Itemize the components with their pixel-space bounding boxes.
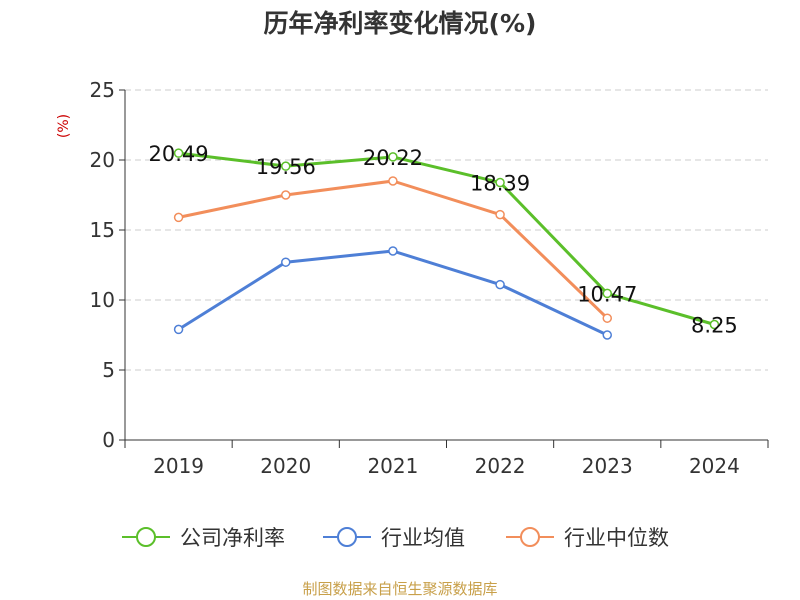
x-tick-label: 2021 (367, 454, 418, 478)
data-point (602, 288, 612, 299)
x-tick-label: 2024 (689, 454, 740, 478)
data-point (281, 161, 291, 171)
data-point (173, 212, 184, 223)
legend-label: 行业均值 (381, 526, 465, 550)
data-point (173, 324, 184, 335)
y-tick-label: 0 (102, 428, 115, 452)
y-tick-label: 25 (90, 78, 115, 102)
data-label: 8.25 (691, 314, 738, 338)
y-tick-label: 5 (102, 358, 115, 382)
data-label: 20.22 (363, 146, 423, 170)
data-point (281, 190, 291, 200)
data-source-note: 制图数据来自恒生聚源数据库 (302, 580, 498, 598)
data-label: 10.47 (577, 282, 637, 306)
data-label: 19.56 (256, 155, 316, 179)
data-point (495, 279, 505, 290)
x-tick-label: 2019 (153, 454, 204, 478)
data-point (173, 148, 184, 158)
chart-title: 历年净利率变化情况(%) (263, 9, 537, 38)
y-axis-label: (%) (56, 114, 72, 138)
series-line-2 (177, 249, 608, 337)
data-point (388, 176, 398, 186)
legend-marker (337, 527, 357, 547)
data-point (602, 313, 612, 323)
data-point (709, 319, 720, 330)
data-point (495, 177, 505, 188)
data-label: 18.39 (470, 172, 530, 196)
y-tick-label: 20 (90, 148, 115, 172)
x-tick-label: 2022 (475, 454, 526, 478)
legend-marker (136, 527, 156, 547)
legend-label: 公司净利率 (180, 526, 285, 550)
data-point (388, 246, 398, 256)
data-point (602, 330, 612, 340)
data-point (281, 257, 291, 267)
x-tick-label: 2023 (582, 454, 633, 478)
y-tick-label: 10 (90, 288, 115, 312)
x-tick-label: 2020 (260, 454, 311, 478)
series-line-1 (178, 151, 715, 326)
data-label: 20.49 (149, 142, 209, 166)
y-tick-label: 15 (90, 218, 115, 242)
legend-label: 行业中位数 (564, 526, 669, 550)
data-point (495, 209, 505, 220)
legend-marker (520, 527, 540, 547)
data-point (388, 152, 398, 162)
